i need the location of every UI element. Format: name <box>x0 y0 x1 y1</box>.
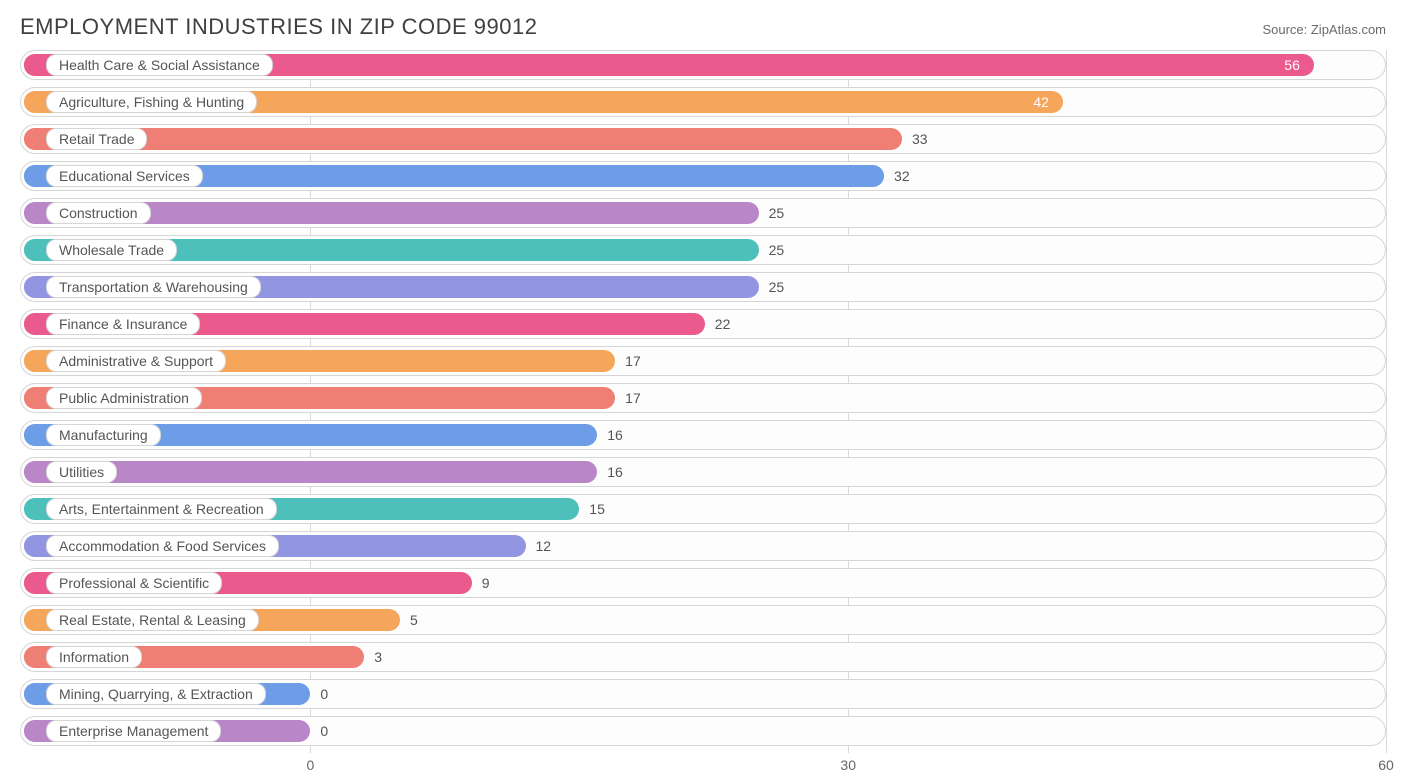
bar-label: Retail Trade <box>46 128 147 150</box>
bar-label: Wholesale Trade <box>46 239 177 261</box>
bar-label: Health Care & Social Assistance <box>46 54 273 76</box>
chart-container: EMPLOYMENT INDUSTRIES IN ZIP CODE 99012 … <box>0 0 1406 777</box>
bar-row: Manufacturing 16 <box>20 420 1386 450</box>
bar-row: Enterprise Management 0 <box>20 716 1386 746</box>
bar-label: Professional & Scientific <box>46 572 222 594</box>
bar-label: Mining, Quarrying, & Extraction <box>46 683 266 705</box>
bar-row: Information 3 <box>20 642 1386 672</box>
bar-value: 25 <box>769 279 785 295</box>
bar-value: 33 <box>912 131 928 147</box>
bar-row: Construction 25 <box>20 198 1386 228</box>
bar-label: Agriculture, Fishing & Hunting <box>46 91 257 113</box>
bar-value: 17 <box>625 353 641 369</box>
bar-value: 22 <box>715 316 731 332</box>
chart-title: EMPLOYMENT INDUSTRIES IN ZIP CODE 99012 <box>20 14 538 40</box>
grid-line <box>1386 50 1387 753</box>
x-tick: 30 <box>840 757 856 773</box>
bar-value: 16 <box>607 464 623 480</box>
bar-row: Agriculture, Fishing & Hunting 42 <box>20 87 1386 117</box>
bar-value: 0 <box>320 686 328 702</box>
bar-label: Real Estate, Rental & Leasing <box>46 609 259 631</box>
bar-row: Administrative & Support 17 <box>20 346 1386 376</box>
bar-value: 17 <box>625 390 641 406</box>
bar-value: 9 <box>482 575 490 591</box>
bar-row: Arts, Entertainment & Recreation 15 <box>20 494 1386 524</box>
bar-label: Information <box>46 646 142 668</box>
bar-fill <box>24 128 902 150</box>
bar-value: 5 <box>410 612 418 628</box>
bar-row: Health Care & Social Assistance 56 <box>20 50 1386 80</box>
chart-plot: Health Care & Social Assistance 56 Agricul… <box>16 50 1390 781</box>
bar-row: Wholesale Trade 25 <box>20 235 1386 265</box>
bar-value: 3 <box>374 649 382 665</box>
bar-value: 25 <box>769 242 785 258</box>
bar-value: 15 <box>589 501 605 517</box>
bar-row: Professional & Scientific 9 <box>20 568 1386 598</box>
bar-value: 56 <box>1284 57 1300 73</box>
bar-label: Public Administration <box>46 387 202 409</box>
bar-label: Construction <box>46 202 151 224</box>
bar-row: Finance & Insurance 22 <box>20 309 1386 339</box>
bar-row: Real Estate, Rental & Leasing 5 <box>20 605 1386 635</box>
bar-row: Retail Trade 33 <box>20 124 1386 154</box>
bar-row: Utilities 16 <box>20 457 1386 487</box>
bar-label: Finance & Insurance <box>46 313 200 335</box>
bar-value: 42 <box>1033 94 1049 110</box>
bar-row: Mining, Quarrying, & Extraction 0 <box>20 679 1386 709</box>
bar-label: Arts, Entertainment & Recreation <box>46 498 277 520</box>
bar-value: 12 <box>536 538 552 554</box>
bar-row: Public Administration 17 <box>20 383 1386 413</box>
x-tick: 0 <box>307 757 315 773</box>
chart-rows: Health Care & Social Assistance 56 Agricul… <box>20 50 1386 746</box>
bar-row: Educational Services 32 <box>20 161 1386 191</box>
bar-label: Accommodation & Food Services <box>46 535 279 557</box>
chart-header: EMPLOYMENT INDUSTRIES IN ZIP CODE 99012 … <box>16 14 1390 50</box>
bar-row: Transportation & Warehousing 25 <box>20 272 1386 302</box>
bar-value: 32 <box>894 168 910 184</box>
x-tick: 60 <box>1378 757 1394 773</box>
bar-value: 16 <box>607 427 623 443</box>
bar-label: Administrative & Support <box>46 350 226 372</box>
bar-value: 25 <box>769 205 785 221</box>
bar-label: Enterprise Management <box>46 720 221 742</box>
bar-row: Accommodation & Food Services 12 <box>20 531 1386 561</box>
bar-label: Transportation & Warehousing <box>46 276 261 298</box>
bar-label: Educational Services <box>46 165 203 187</box>
bar-label: Manufacturing <box>46 424 161 446</box>
bar-value: 0 <box>320 723 328 739</box>
bar-label: Utilities <box>46 461 117 483</box>
chart-source: Source: ZipAtlas.com <box>1262 22 1386 37</box>
